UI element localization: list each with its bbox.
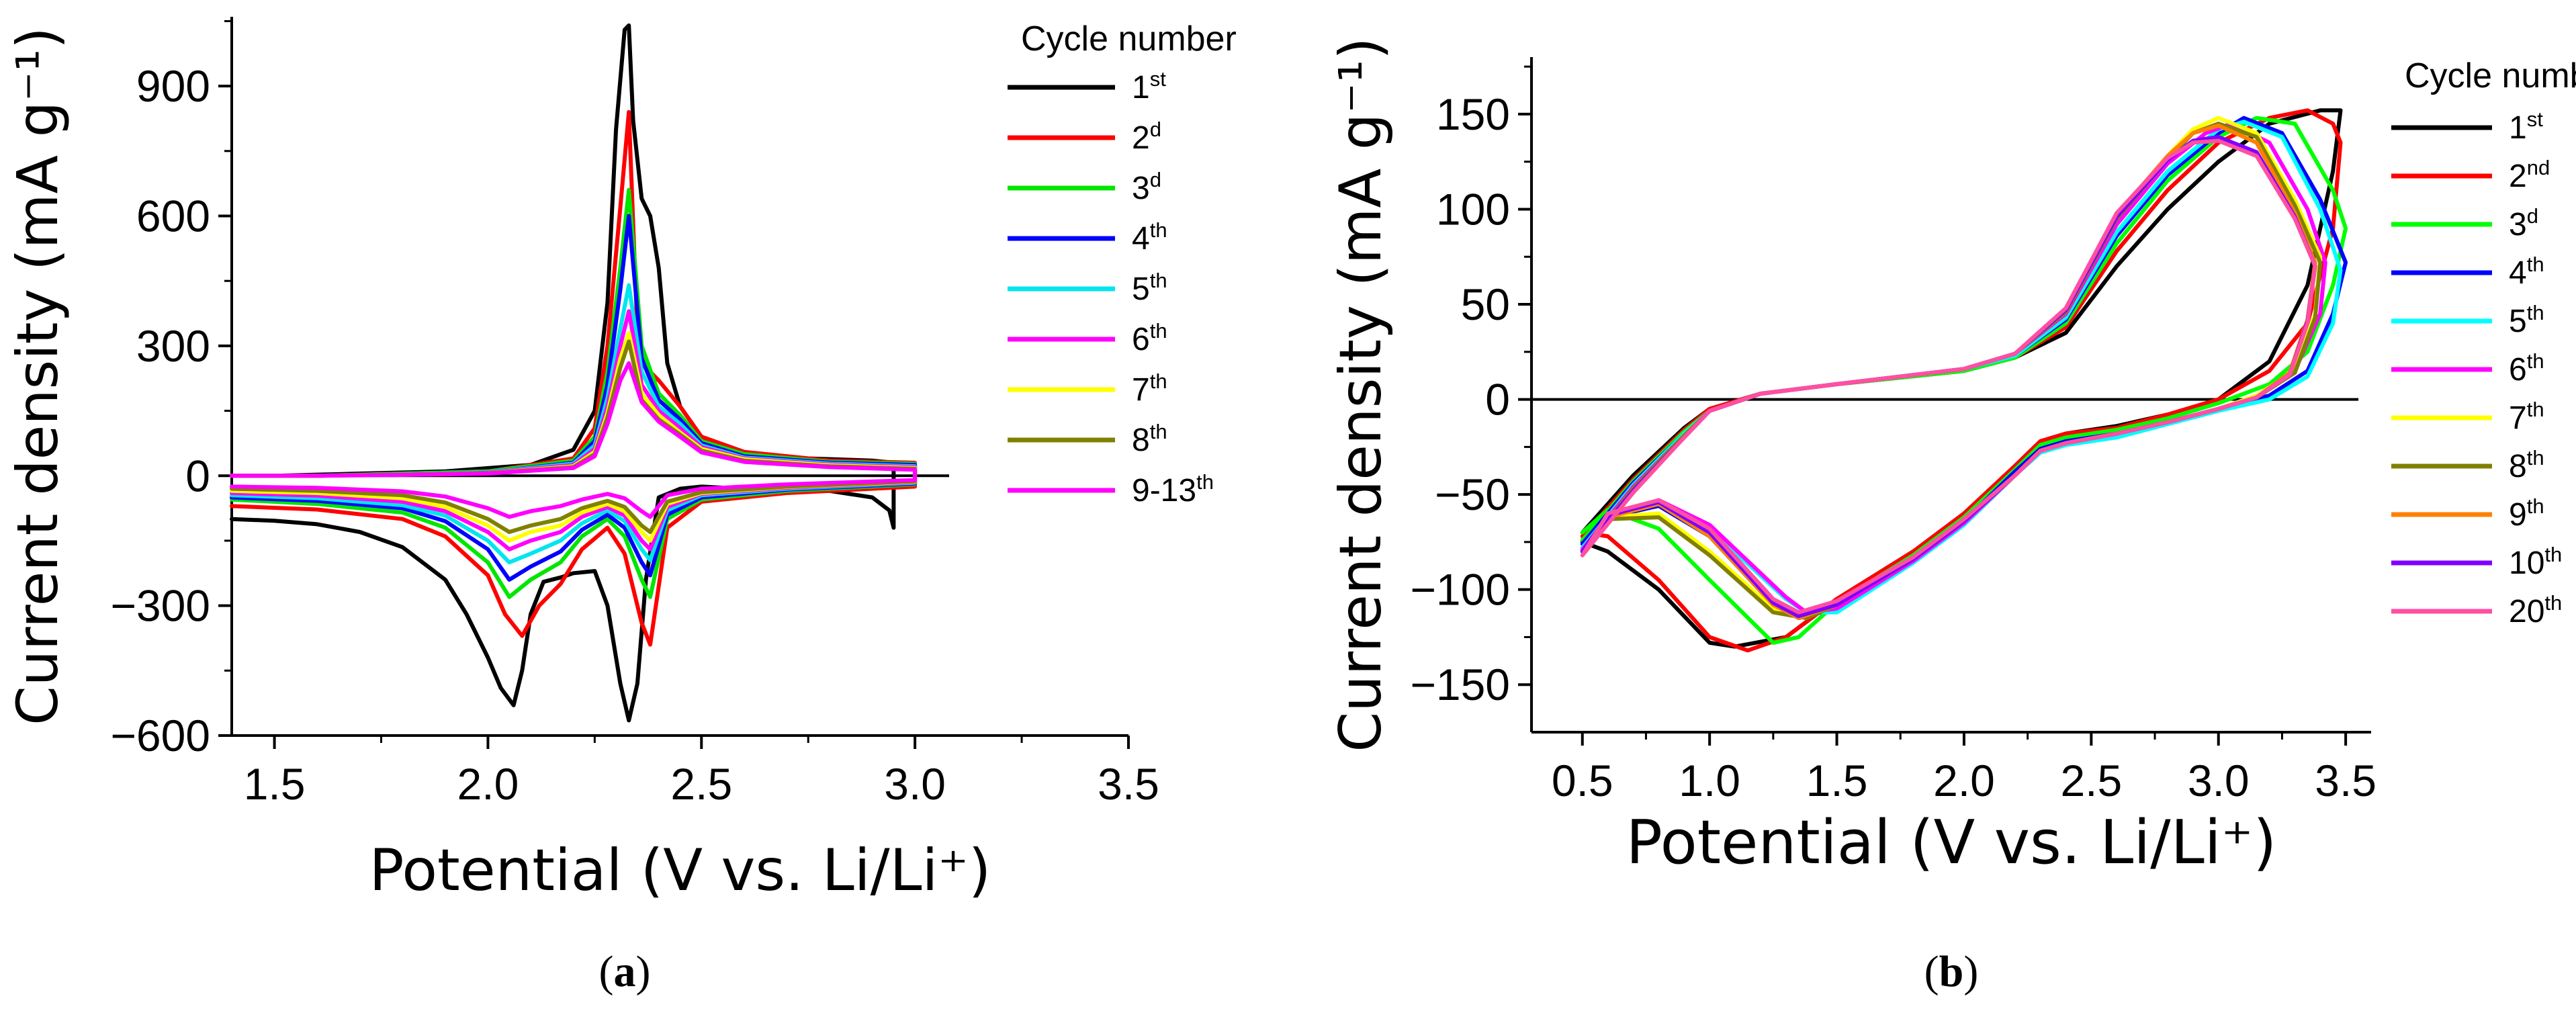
legend-label: 3d [1132,168,1161,206]
y-tick-label: −600 [110,711,210,760]
caption-a: (a) [599,947,651,996]
legend-label: 8th [2509,446,2544,484]
legend-label: 4th [2509,253,2544,291]
x-tick-label: 2.5 [2060,756,2122,805]
caption-a-letter: a [614,947,636,996]
x-tick-label: 2.0 [457,759,519,809]
legend-title: Cycle number [2405,56,2576,95]
y-axis-title: Current density (mA g⁻¹) [1327,37,1394,752]
series-line-1 [230,23,896,723]
x-tick-label: 3.5 [1098,759,1159,809]
x-tick-label: 3.0 [2188,756,2250,805]
series-line-5 [1580,120,2343,615]
caption-a-open: ( [599,947,614,996]
caption-a-close: ) [636,947,651,996]
legend-label: 8th [1132,420,1167,458]
y-tick-label: 100 [1436,184,1510,234]
legend-label: 9-13th [1132,470,1214,508]
x-tick-label: 1.5 [1806,756,1868,805]
y-tick-label: 600 [136,191,210,241]
legend-label: 2d [1132,118,1161,156]
y-tick-label: −150 [1410,660,1510,709]
legend-label: 6th [1132,319,1167,357]
y-tick-label: 900 [136,61,210,111]
legend-label: 5th [2509,301,2544,339]
x-tick-label: 2.5 [670,759,732,809]
x-axis-title: Potential (V vs. Li/Li⁺) [1626,807,2277,878]
y-tick-label: −300 [110,581,210,631]
legend-label: 6th [2509,349,2544,388]
panel-b: 0.5 1.0 1.5 2.0 2.5 3.0 3.5 −150 −100 −50 0 50 100 15… [1327,37,2576,878]
x-tick-label: 3.5 [2315,756,2377,805]
x-tick-label: 1.5 [244,759,306,809]
y-tick-label: 0 [185,451,210,500]
legend-label: 9th [2509,494,2544,533]
caption-b-close: ) [1963,947,1978,996]
legend-label: 2nd [2509,156,2550,194]
series-line-2 [230,109,918,647]
y-tick-label: 150 [1436,89,1510,139]
x-tick-label: 3.0 [884,759,946,809]
x-tick-label: 2.0 [1933,756,1995,805]
legend-label: 1st [1132,67,1166,105]
series-line-3 [1580,116,2348,645]
legend-label: 10th [2509,543,2562,581]
legend-label: 7th [1132,369,1167,408]
y-tick-label: −100 [1410,565,1510,615]
series-line-2 [1580,108,2343,653]
legend-label: 4th [1132,218,1167,257]
legend-label: 3d [2509,204,2538,242]
panel-a: 1.5 2.0 2.5 3.0 3.5 −600 −300 0 300 600 900 Potenti… [5,17,1237,904]
y-axis-title: Current density (mA g⁻¹) [5,27,71,725]
legend-label: 5th [1132,269,1167,307]
legend-label: 1st [2509,107,2543,146]
series-line-20 [1580,138,2317,615]
caption-b-letter: b [1939,947,1964,996]
caption-b: (b) [1924,947,1979,996]
y-tick-label: −50 [1435,470,1510,519]
series-line-9-13 [230,361,918,519]
y-tick-label: 0 [1485,375,1510,425]
legend-title: Cycle number [1021,19,1237,58]
caption-b-open: ( [1924,947,1939,996]
x-tick-label: 0.5 [1552,756,1613,805]
y-tick-label: 300 [136,321,210,371]
legend-label: 20th [2509,591,2562,629]
x-axis-title: Potential (V vs. Li/Li⁺) [369,837,991,904]
y-tick-label: 50 [1461,279,1510,329]
legend-label: 7th [2509,398,2544,436]
x-tick-label: 1.0 [1679,756,1740,805]
